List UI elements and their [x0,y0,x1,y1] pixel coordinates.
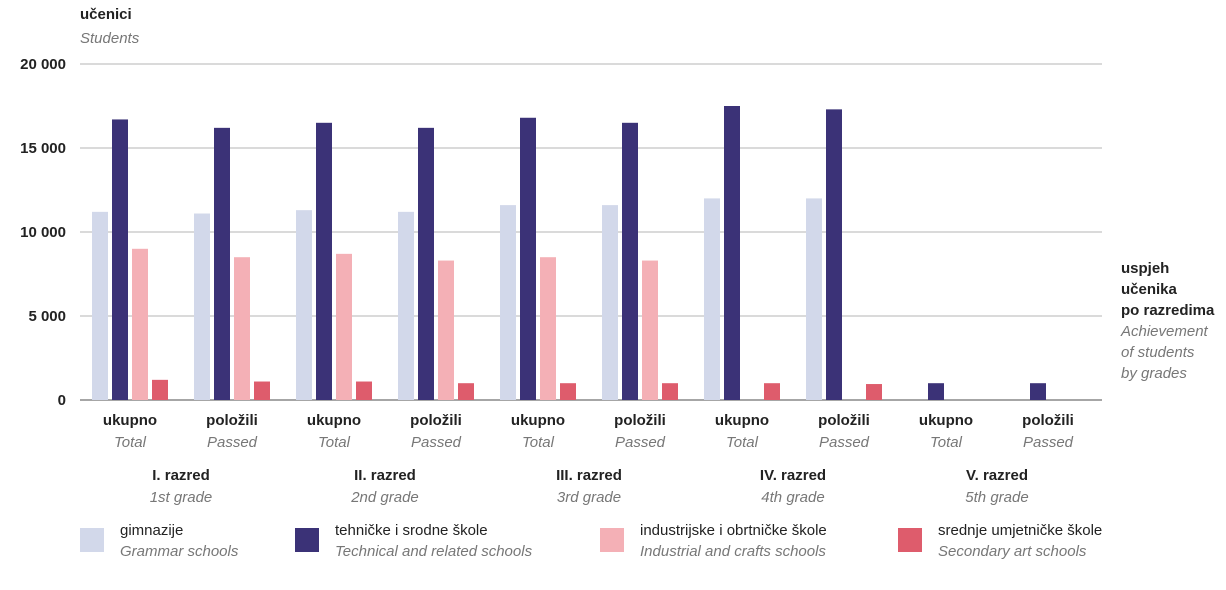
category-label-en: Passed [1023,434,1074,451]
category-label-en: Passed [819,434,870,451]
legend-label-en: Technical and related schools [335,543,533,560]
bar [602,205,618,400]
bar [152,379,168,400]
y-tick-label: 0 [58,392,66,409]
category-label: ukupno [919,412,973,429]
legend: gimnazije Grammar schools tehničke i sro… [80,520,1220,580]
bar [866,384,882,400]
group-label: III. razred [556,467,622,484]
category-label-en: Total [726,434,759,451]
group-label-en: 3rd grade [557,489,621,506]
bar [1030,383,1046,400]
bar [214,127,230,400]
category-label: položili [614,412,666,429]
legend-label: gimnazije [120,522,184,539]
bar [194,213,210,400]
category-label-en: Passed [411,434,462,451]
bar [316,122,332,401]
group-label: I. razred [152,467,210,484]
side-title-en-line: Achievement [1121,323,1208,340]
category-label: položili [818,412,870,429]
group-label-en: 2nd grade [350,489,419,506]
category-label: položili [410,412,462,429]
side-title-en-line: by grades [1121,365,1187,382]
legend-swatch-technical [295,528,319,552]
bar [112,119,128,400]
y-tick-label: 15 000 [20,140,66,157]
bar [458,383,474,400]
bar [560,383,576,400]
legend-label: tehničke i srodne škole [335,522,488,539]
bar [254,381,270,400]
category-label: ukupno [715,412,769,429]
bar [132,248,148,400]
category-label: ukupno [511,412,565,429]
category-label: položili [206,412,258,429]
category-label-en: Passed [207,434,258,451]
legend-swatch-grammar [80,528,104,552]
y-axis-title: učenici [80,6,132,23]
y-tick-label: 5 000 [28,308,66,325]
bar-chart: 0 5 000 10 000 15 000 20 000 ukupno Total polož… [20,56,1102,506]
y-axis-title-en: Students [80,30,140,47]
legend-swatch-art [898,528,922,552]
side-title-line: po razredima [1121,302,1215,319]
bar [764,383,780,400]
side-title-en-line: of students [1121,344,1195,361]
bar [356,381,372,400]
side-title: uspjeh učenika po razredima Achievement … [1121,258,1214,384]
bar [806,198,822,400]
legend-label: industrijske i obrtničke škole [640,522,827,539]
bar [296,210,312,400]
category-label-en: Total [930,434,963,451]
bar [928,383,944,400]
category-label: položili [1022,412,1074,429]
bar [540,257,556,400]
group-label-en: 4th grade [761,489,824,506]
bar [520,117,536,400]
y-tick-label: 10 000 [20,224,66,241]
category-label-en: Total [522,434,555,451]
legend-label-en: Industrial and crafts schools [640,543,826,560]
group-label: II. razred [354,467,416,484]
bar [234,257,250,400]
bar [500,205,516,400]
y-tick-label: 20 000 [20,56,66,73]
bar [662,383,678,400]
bar [92,211,108,400]
bar [826,109,842,401]
legend-label: srednje umjetničke škole [938,522,1103,539]
category-label: ukupno [103,412,157,429]
category-label-en: Total [318,434,351,451]
group-label-en: 1st grade [150,489,213,506]
bar [438,260,454,400]
legend-swatch-industrial [600,528,624,552]
category-label-en: Passed [615,434,666,451]
side-title-line: učenika [1121,281,1177,298]
legend-label-en: Grammar schools [120,543,239,560]
bar [642,260,658,400]
legend-label-en: Secondary art schools [938,543,1087,560]
bar [336,253,352,400]
bar [398,211,414,400]
bar [724,106,740,400]
group-label: V. razred [966,467,1028,484]
bar [622,122,638,401]
category-label: ukupno [307,412,361,429]
group-label: IV. razred [760,467,826,484]
bar [704,198,720,400]
bar [418,127,434,400]
category-label-en: Total [114,434,147,451]
group-label-en: 5th grade [965,489,1028,506]
side-title-line: uspjeh [1121,260,1170,277]
